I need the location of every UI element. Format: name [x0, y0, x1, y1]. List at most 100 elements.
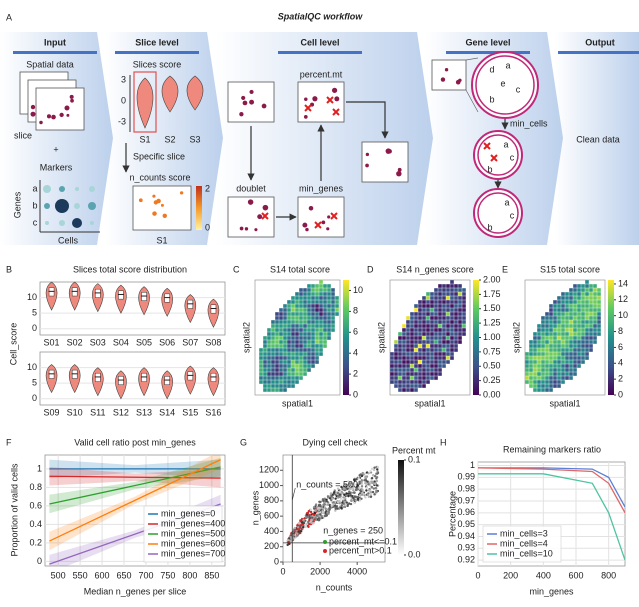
spot [426, 320, 430, 324]
spot [541, 356, 545, 360]
spot [565, 336, 569, 340]
spot [287, 364, 291, 368]
spot [402, 388, 406, 392]
spot [450, 312, 454, 316]
spot [267, 344, 271, 348]
spot [299, 376, 303, 380]
spot [418, 344, 422, 348]
colorbar-tick-label: 12 [618, 294, 628, 304]
spot [442, 328, 446, 332]
plot-frame [524, 279, 606, 396]
colorbar-tick-label: 0.1 [408, 454, 421, 464]
legend-label: min_genes=600 [161, 538, 225, 548]
spot [323, 316, 327, 320]
spot [152, 211, 157, 216]
spot [541, 384, 545, 388]
spot [585, 288, 589, 292]
spot [533, 356, 537, 360]
spot [569, 352, 573, 356]
x-tick-label: 800 [182, 570, 197, 580]
spot [581, 324, 585, 328]
spot [295, 364, 299, 368]
spot [581, 312, 585, 316]
marker-dot [44, 203, 50, 209]
spot [569, 320, 573, 324]
series-line [49, 459, 221, 542]
spot [291, 308, 295, 312]
spot [434, 324, 438, 328]
spot [259, 380, 263, 384]
spot [299, 368, 303, 372]
spot [422, 348, 426, 352]
spot [545, 376, 549, 380]
spot [589, 336, 593, 340]
spot [446, 344, 450, 348]
stage-header: Cell level [300, 37, 339, 47]
spot [442, 284, 446, 288]
colorbar-tick-label: 1.25 [483, 318, 501, 328]
spot [553, 336, 557, 340]
spot [438, 312, 442, 316]
spot [299, 364, 303, 368]
spot [537, 340, 541, 344]
spot [414, 384, 418, 388]
cell-point [302, 526, 305, 529]
spot [418, 340, 422, 344]
spot [402, 368, 406, 372]
spot [287, 316, 291, 320]
spot [275, 356, 279, 360]
spot [315, 284, 319, 288]
spot [414, 328, 418, 332]
cell-point [293, 526, 297, 530]
cell-point [324, 514, 327, 517]
spot [410, 376, 414, 380]
spot [307, 304, 311, 308]
cell-point [317, 518, 321, 522]
spot [561, 320, 565, 324]
spot [434, 300, 438, 304]
cell-point [330, 504, 333, 508]
spot [545, 388, 549, 392]
spot [454, 336, 458, 340]
spot [335, 308, 339, 312]
spot [446, 320, 450, 324]
cell-point [347, 484, 350, 487]
spot [553, 376, 557, 380]
spot [581, 308, 585, 312]
spot [458, 288, 462, 292]
cell-point [300, 528, 303, 531]
spot [549, 324, 553, 328]
spot [315, 336, 319, 340]
spot [446, 356, 450, 360]
spot [275, 376, 279, 380]
spot [323, 284, 327, 288]
spot [319, 320, 323, 324]
violin [186, 75, 204, 111]
spot [545, 384, 549, 388]
spot [287, 336, 291, 340]
spot [597, 292, 601, 296]
spot [430, 320, 434, 324]
spot [295, 344, 299, 348]
spot [450, 328, 454, 332]
spot [529, 372, 533, 376]
spot [545, 312, 549, 316]
cell-point [296, 525, 300, 529]
spot [394, 356, 398, 360]
spot [331, 300, 335, 304]
panel-box [431, 59, 467, 91]
spot [295, 328, 299, 332]
spot [398, 340, 402, 344]
spot [458, 304, 462, 308]
spot [160, 203, 164, 207]
spot [311, 284, 315, 288]
text: doublet [236, 183, 266, 193]
spot [291, 332, 295, 336]
spot [418, 352, 422, 356]
spot [323, 312, 327, 316]
spot [323, 300, 327, 304]
cell-point [374, 486, 378, 490]
gene-name: c [33, 217, 38, 227]
spot [275, 380, 279, 384]
spot [565, 292, 569, 296]
